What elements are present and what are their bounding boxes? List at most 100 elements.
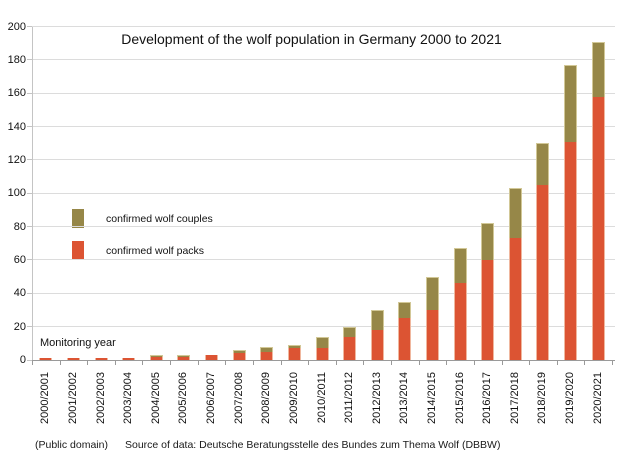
bar-segment-packs [536, 184, 550, 360]
bar-segment-packs [508, 238, 522, 360]
bar-segment-packs [564, 141, 578, 360]
bar-segment-packs [370, 329, 384, 360]
x-axis-tick [59, 361, 61, 365]
y-tick-label: 60 [13, 253, 26, 266]
gridline-40 [32, 292, 615, 294]
footer-license: (Public domain) [35, 439, 108, 451]
x-tick-label-text: 2001/2002 [66, 372, 79, 424]
gridline-180 [32, 59, 615, 61]
bar-segment-packs [481, 259, 495, 360]
x-tick-label-text: 2000/2001 [39, 372, 52, 424]
gridline-20 [32, 326, 615, 328]
x-tick-label-text: 2011/2012 [343, 372, 356, 424]
bar-segment-couples [453, 248, 467, 284]
x-tick-label-text: 2019/2020 [564, 372, 577, 424]
bar-segment-couples [177, 354, 191, 357]
y-axis-tick [27, 26, 32, 27]
gridline-200 [32, 26, 615, 27]
x-axis-tick [252, 361, 254, 365]
x-axis-tick [473, 361, 475, 365]
x-tick-label-text: 2018/2019 [536, 372, 549, 424]
bar-segment-packs [205, 354, 219, 360]
x-axis-tick [446, 361, 448, 365]
y-tick-label: 100 [7, 187, 26, 200]
bar-segment-couples [232, 349, 246, 354]
x-tick-label-text: 2014/2015 [425, 372, 438, 424]
x-tick-label-text: 2004/2005 [149, 372, 162, 424]
y-axis-tick [27, 59, 32, 61]
bar-segment-couples [591, 41, 605, 97]
legend-swatch-couples [72, 209, 84, 228]
y-axis-tick [27, 159, 32, 161]
y-tick-label: 120 [7, 153, 26, 166]
x-tick-label-text: 2012/2013 [370, 372, 383, 424]
bar-segment-packs [315, 348, 329, 360]
bar-segment-packs [260, 351, 274, 360]
x-axis-tick [556, 361, 558, 365]
x-axis-tick [529, 361, 531, 365]
x-tick-label-text: 2010/2011 [315, 372, 328, 424]
y-axis-line [32, 26, 33, 360]
x-tick-label-text: 2003/2004 [122, 372, 135, 424]
y-axis-tick [27, 359, 32, 361]
x-axis-tick [308, 361, 310, 365]
x-tick-label-text: 2007/2008 [232, 372, 245, 424]
gridline-60 [32, 259, 615, 261]
gridline-80 [32, 226, 615, 228]
x-tick-label-text: 2020/2021 [591, 372, 604, 424]
y-axis-tick [27, 226, 32, 228]
gridline-120 [32, 159, 615, 161]
y-axis-tick [27, 292, 32, 294]
bar-segment-couples [287, 344, 301, 349]
x-axis-tick [142, 361, 144, 365]
bar-segment-couples [260, 346, 274, 352]
x-tick-label-text: 2002/2003 [94, 372, 107, 424]
bar-segment-couples [536, 143, 550, 185]
y-tick-label: 140 [7, 120, 26, 133]
bar-segment-couples [481, 223, 495, 260]
monitoring-year-note: Monitoring year [40, 337, 116, 349]
bar-segment-couples [343, 326, 357, 337]
x-axis-tick [584, 361, 586, 365]
bar-segment-couples [398, 301, 412, 319]
y-tick-label: 180 [7, 53, 26, 66]
x-tick-label-text: 2013/2014 [398, 372, 411, 424]
y-axis-tick [27, 259, 32, 261]
x-axis-tick [363, 361, 365, 365]
bar-segment-couples [425, 276, 439, 310]
legend-label-couples: confirmed wolf couples [106, 213, 216, 225]
bar-segment-packs [122, 358, 136, 360]
x-axis-tick [170, 361, 172, 365]
bar-segment-packs [425, 309, 439, 360]
x-axis-tick [418, 361, 420, 365]
bar-segment-couples [149, 354, 163, 357]
x-tick-label-text: 2017/2018 [508, 372, 521, 424]
x-axis-tick [501, 361, 503, 365]
y-tick-label: 40 [13, 287, 26, 300]
y-tick-label: 160 [7, 87, 26, 100]
y-tick-label: 80 [13, 220, 26, 233]
x-axis-tick [335, 361, 337, 365]
bar-segment-couples [370, 309, 384, 330]
y-axis-tick [27, 192, 32, 194]
gridline-100 [32, 192, 615, 194]
bar-segment-packs [453, 283, 467, 360]
bar-segment-couples [564, 64, 578, 142]
bar-segment-packs [591, 96, 605, 360]
x-axis-tick [612, 361, 613, 365]
gridline-160 [32, 92, 615, 94]
y-tick-label: 0 [19, 354, 26, 366]
x-tick-label-text: 2005/2006 [177, 372, 190, 424]
bar-segment-packs [149, 356, 163, 360]
bar-segment-packs [287, 348, 301, 360]
chart-title: Development of the wolf population in Ge… [121, 31, 502, 47]
gridline-140 [32, 126, 615, 128]
bar-segment-packs [66, 358, 80, 360]
x-axis-tick [280, 361, 282, 365]
x-axis-tick [32, 361, 33, 365]
legend-swatch-packs [72, 241, 84, 260]
x-axis-line [32, 360, 615, 361]
y-axis-tick [27, 326, 32, 328]
x-axis-tick [225, 361, 227, 365]
